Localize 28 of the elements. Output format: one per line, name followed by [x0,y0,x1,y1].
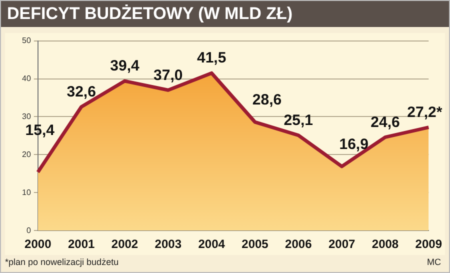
data-label: 27,2* [407,104,442,121]
data-label: 24,6 [370,114,400,131]
data-label: 25,1 [284,112,314,129]
y-tick-label: 20 [22,150,32,159]
x-tick-label: 2001 [68,237,95,252]
x-tick-label: 2002 [111,237,138,252]
chart-title: DEFICYT BUDŻETOWY (W MLD ZŁ) [1,1,449,27]
x-tick-label: 2005 [242,237,269,252]
x-tick-label: 2004 [198,237,226,252]
x-tick-label: 2003 [154,237,182,252]
data-label: 41,5 [196,50,226,67]
text: *plan po nowelizacji budżetu [5,257,119,267]
data-label: 32,6 [66,83,96,100]
y-tick-label: 30 [22,112,32,121]
x-tick-label: 2000 [24,237,52,252]
x-tick-label: 2008 [372,237,399,252]
data-label: 28,6 [252,92,282,109]
x-tick-label: 2009 [415,237,442,252]
data-label: 39,4 [110,58,140,75]
text: MC [427,257,441,267]
x-tick-label: 2006 [285,237,312,252]
data-label: 37,0 [154,66,183,84]
y-tick-label: 50 [22,36,32,46]
y-tick-label: 0 [26,226,32,235]
x-tick-label: 2007 [328,237,356,252]
data-label: 16,9 [339,136,368,154]
y-tick-label: 40 [22,74,32,83]
y-tick-label: 10 [22,188,32,197]
